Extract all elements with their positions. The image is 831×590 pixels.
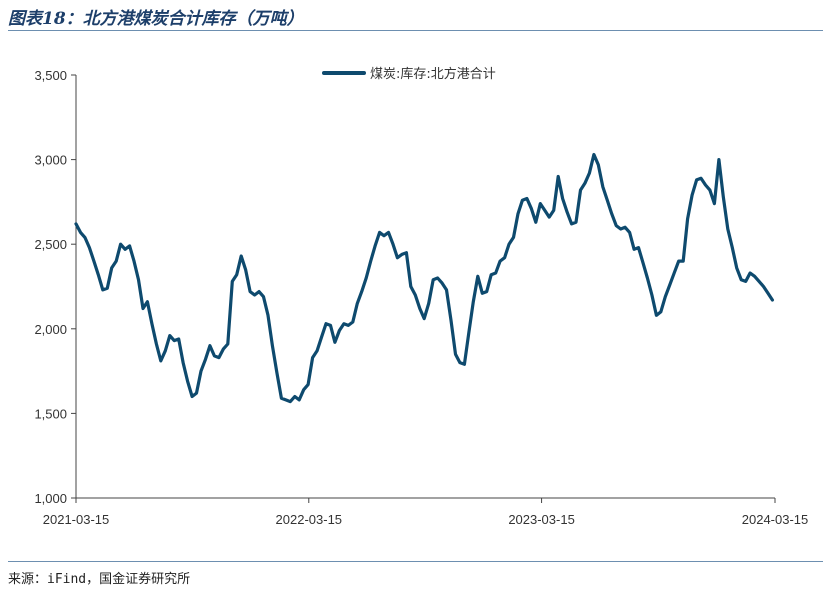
y-tick-label: 2,000 <box>34 322 67 337</box>
x-tick-label: 2023-03-15 <box>508 512 575 527</box>
bottom-divider <box>8 561 823 562</box>
legend: 煤炭:库存:北方港合计 <box>322 66 496 82</box>
legend-label: 煤炭:库存:北方港合计 <box>370 66 496 82</box>
x-tick-label: 2022-03-15 <box>276 512 343 527</box>
y-tick-label: 1,500 <box>34 406 67 421</box>
y-tick-label: 3,000 <box>34 153 67 168</box>
source-note: 来源：iFind，国金证券研究所 <box>8 572 191 587</box>
x-axis: 2021-03-15 2022-03-15 2023-03-15 2024-03-15 <box>43 497 809 527</box>
series-line <box>74 152 774 404</box>
y-tick-label: 3,500 <box>34 68 67 83</box>
x-tick-label: 2024-03-15 <box>742 512 809 527</box>
y-tick-label: 2,500 <box>34 237 67 252</box>
plot-area <box>74 152 774 404</box>
figure-title: 图表18：北方港煤炭合计库存（万吨） <box>8 9 304 29</box>
top-divider <box>8 30 823 31</box>
x-tick-label: 2021-03-15 <box>43 512 110 527</box>
y-axis: 1,000 1,500 2,000 2,500 3,000 3,500 <box>34 68 77 506</box>
y-tick-label: 1,000 <box>34 491 67 506</box>
